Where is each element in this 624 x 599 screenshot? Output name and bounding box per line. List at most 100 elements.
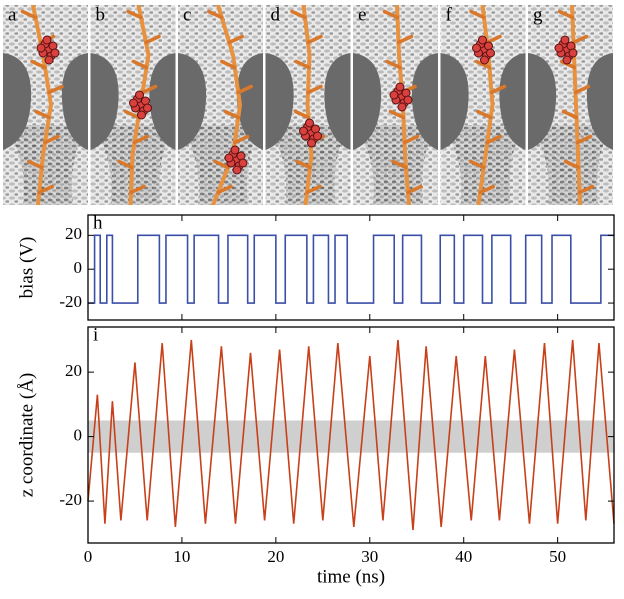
panel-label: a bbox=[8, 4, 17, 25]
dna-base bbox=[469, 159, 486, 170]
dna-base bbox=[306, 84, 323, 95]
molecule-atom bbox=[50, 48, 60, 58]
molecule-atom bbox=[472, 43, 481, 53]
molecule-atom bbox=[560, 35, 570, 45]
panel-label: f bbox=[446, 4, 453, 25]
dna-base bbox=[396, 34, 414, 45]
dna-base bbox=[489, 84, 507, 95]
molecule-atom bbox=[224, 153, 234, 163]
molecule-atom bbox=[36, 43, 46, 53]
dna-base bbox=[216, 184, 233, 195]
dna-base bbox=[561, 109, 579, 120]
dna-base bbox=[220, 59, 237, 70]
molecule-atom bbox=[137, 110, 146, 120]
molecule-atom bbox=[395, 82, 405, 92]
x-tick-label: 10 bbox=[173, 547, 190, 566]
pore-wall-left bbox=[528, 53, 557, 150]
dna-base bbox=[485, 34, 502, 45]
panel-label: d bbox=[271, 4, 281, 25]
x-tick-label: 30 bbox=[361, 547, 378, 566]
pore-wall-right bbox=[499, 53, 526, 150]
structure-panel bbox=[528, 5, 613, 205]
dna-base bbox=[207, 9, 224, 20]
panel-label: h bbox=[93, 212, 103, 233]
dna-base bbox=[233, 134, 250, 145]
dna-base bbox=[563, 159, 581, 170]
dna-base bbox=[223, 109, 240, 120]
dna-backbone bbox=[301, 5, 314, 205]
structure-panel bbox=[265, 5, 351, 205]
molecule-atom bbox=[143, 103, 152, 113]
x-tick-label: 0 bbox=[84, 547, 93, 566]
dna-base bbox=[290, 9, 307, 20]
dna-base bbox=[382, 9, 400, 20]
molecule-atom bbox=[397, 102, 407, 112]
structure-panel bbox=[178, 5, 263, 205]
molecule-atom bbox=[238, 158, 248, 168]
dna-base bbox=[34, 109, 51, 120]
dna-base bbox=[402, 134, 420, 145]
dna-base bbox=[476, 109, 493, 120]
y-tick-label: 20 bbox=[65, 224, 82, 243]
molecule-atom bbox=[135, 90, 144, 100]
data-line bbox=[87, 339, 615, 531]
molecule-atom bbox=[480, 55, 489, 65]
structure-panel bbox=[440, 5, 526, 205]
molecule-atom bbox=[389, 90, 399, 100]
y-tick-label: 0 bbox=[74, 426, 83, 445]
pore-lower bbox=[3, 125, 88, 205]
pore-lower bbox=[353, 125, 438, 205]
dna-base bbox=[129, 184, 146, 195]
dna-base bbox=[20, 9, 38, 20]
plot-frame bbox=[87, 214, 615, 321]
dna-base bbox=[117, 159, 134, 170]
dna-backbone bbox=[570, 5, 582, 205]
molecule-atom bbox=[299, 126, 308, 136]
dna-base bbox=[43, 134, 60, 145]
dna-base bbox=[140, 84, 158, 95]
molecule-atom bbox=[307, 138, 316, 148]
dna-base bbox=[131, 59, 149, 70]
panel-label: e bbox=[358, 4, 366, 25]
molecule-atom bbox=[478, 35, 487, 45]
y-tick-label: 20 bbox=[65, 361, 82, 380]
dna-base bbox=[391, 159, 408, 170]
dna-backbone bbox=[211, 5, 243, 205]
pore-wall-left bbox=[440, 53, 469, 150]
dna-base bbox=[144, 34, 161, 45]
dna-base bbox=[236, 84, 253, 95]
molecule-atom bbox=[313, 131, 322, 141]
pore-wall-right bbox=[61, 53, 88, 150]
molecule-atom bbox=[486, 48, 495, 58]
dna-base bbox=[47, 84, 64, 95]
y-axis-label: z coordinate (Å) bbox=[16, 373, 37, 498]
molecule-atom bbox=[305, 118, 314, 128]
molecule-atom bbox=[42, 35, 52, 45]
x-tick-label: 40 bbox=[455, 547, 472, 566]
y-axis-label: bias (V) bbox=[16, 237, 37, 299]
dna-base bbox=[295, 159, 312, 170]
dna-base bbox=[227, 34, 244, 45]
dna-base bbox=[294, 59, 311, 70]
dna-base bbox=[27, 159, 44, 170]
pore-wall-left bbox=[353, 53, 382, 150]
dna-base bbox=[306, 34, 323, 45]
molecule-atom bbox=[129, 98, 138, 108]
pore-wall-right bbox=[149, 53, 176, 150]
dna-base bbox=[132, 134, 150, 145]
molecule-atom bbox=[554, 43, 564, 53]
dna-base bbox=[575, 134, 593, 145]
molecule-atom bbox=[44, 55, 54, 65]
dna-backbone bbox=[31, 5, 54, 205]
panel-label: b bbox=[96, 4, 106, 25]
structure-panel bbox=[90, 5, 176, 205]
structure-panel bbox=[3, 5, 88, 205]
y-tick-label: -20 bbox=[59, 490, 82, 509]
dna-base bbox=[385, 59, 402, 70]
pore-wall-right bbox=[236, 53, 263, 150]
dna-base bbox=[213, 159, 230, 170]
panel-label: g bbox=[533, 4, 543, 25]
dna-base bbox=[305, 184, 322, 195]
dna-base bbox=[469, 9, 486, 20]
